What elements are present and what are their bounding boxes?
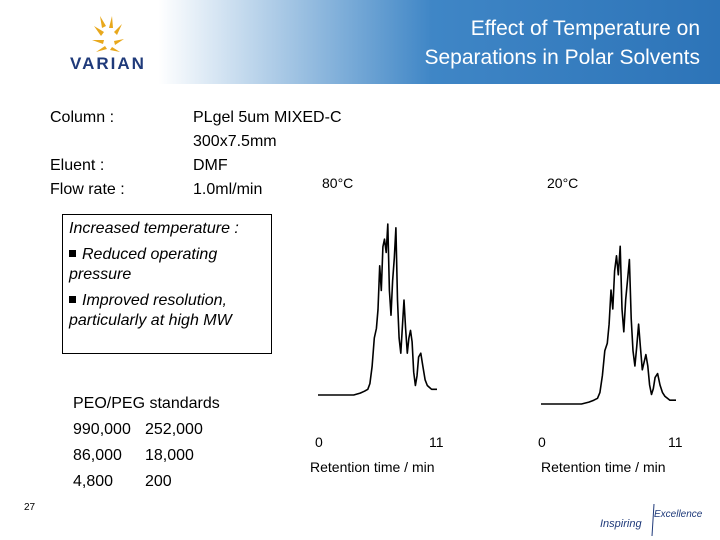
column-dimensions: 300x7.5mm [193,133,277,150]
panel-title: 80°C [322,175,353,191]
inspiring-excellence-logo: Inspiring Excellence [600,503,703,537]
header-banner: VARIAN Effect of Temperature on Separati… [0,0,720,84]
tagline-divider [651,503,655,537]
bullet-square-icon [69,296,76,303]
chromatogram-trace [318,223,437,396]
x-tick-label: 0 [315,434,323,450]
callout-bullet-2-line-2: particularly at high MW [69,312,232,329]
varian-logo-mark [92,16,124,52]
standard-value: 252,000 [145,421,203,438]
standard-value: 990,000 [73,421,131,438]
x-tick-label: 0 [538,434,546,450]
callout-heading: Increased temperature : [69,220,239,237]
callout-bullet-1-line-2: pressure [69,266,132,283]
eluent-value: DMF [193,157,228,174]
varian-logo-text: VARIAN [70,54,146,73]
x-axis-label: Retention time / min [541,459,666,475]
page-number: 27 [24,502,36,513]
callout-bullet-2-line-1: Improved resolution, [82,292,227,309]
sunburst-icon [92,16,124,52]
standard-value: 4,800 [73,473,114,490]
eluent-label: Eluent : [50,157,105,174]
callout-bullet-1: Reduced operating pressure [69,245,265,285]
x-axis-label: Retention time / min [310,459,435,475]
flow-rate-value: 1.0ml/min [193,181,263,198]
tagline-excellence: Excellence [654,509,703,520]
standard-value: 18,000 [145,447,194,464]
temperature-callout: Increased temperature : Reduced operatin… [62,214,272,354]
panel-title: 20°C [547,175,578,191]
bullet-square-icon [69,250,76,257]
slide-title-line-1: Effect of Temperature on [470,17,700,40]
callout-bullet-2: Improved resolution, particularly at hig… [69,291,265,331]
standards-heading: PEO/PEG standards [73,395,220,412]
callout-bullet-1-line-1: Reduced operating [82,246,218,263]
chromatogram-trace [541,245,676,405]
standard-value: 200 [145,473,172,490]
x-tick-label: 11 [429,434,444,450]
column-label: Column : [50,109,115,126]
x-tick-label: 11 [668,434,683,450]
flow-rate-label: Flow rate : [50,181,125,198]
tagline-inspiring: Inspiring [600,518,642,530]
slide-title-line-2: Separations in Polar Solvents [424,46,701,69]
column-value: PLgel 5um MIXED-C [193,109,342,126]
slide-title: Effect of Temperature on Separations in … [340,14,701,72]
standard-value: 86,000 [73,447,122,464]
